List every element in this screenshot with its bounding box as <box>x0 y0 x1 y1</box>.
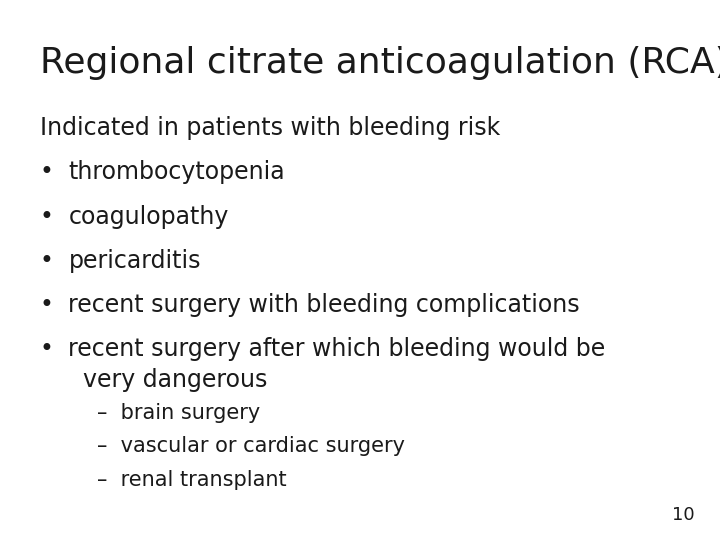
Text: Indicated in patients with bleeding risk: Indicated in patients with bleeding risk <box>40 116 500 140</box>
Text: Regional citrate anticoagulation (RCA): Regional citrate anticoagulation (RCA) <box>40 46 720 80</box>
Text: thrombocytopenia: thrombocytopenia <box>68 160 285 184</box>
Text: –  brain surgery: – brain surgery <box>97 403 261 423</box>
Text: recent surgery after which bleeding would be: recent surgery after which bleeding woul… <box>68 338 606 361</box>
Text: •: • <box>40 249 53 273</box>
Text: •: • <box>40 205 53 228</box>
Text: –  vascular or cardiac surgery: – vascular or cardiac surgery <box>97 436 405 456</box>
Text: –  renal transplant: – renal transplant <box>97 470 287 490</box>
Text: pericarditis: pericarditis <box>68 249 201 273</box>
Text: recent surgery with bleeding complications: recent surgery with bleeding complicatio… <box>68 293 580 317</box>
Text: •: • <box>40 293 53 317</box>
Text: •: • <box>40 160 53 184</box>
Text: 10: 10 <box>672 506 695 524</box>
Text: coagulopathy: coagulopathy <box>68 205 229 228</box>
Text: •: • <box>40 338 53 361</box>
Text: very dangerous: very dangerous <box>68 368 268 392</box>
